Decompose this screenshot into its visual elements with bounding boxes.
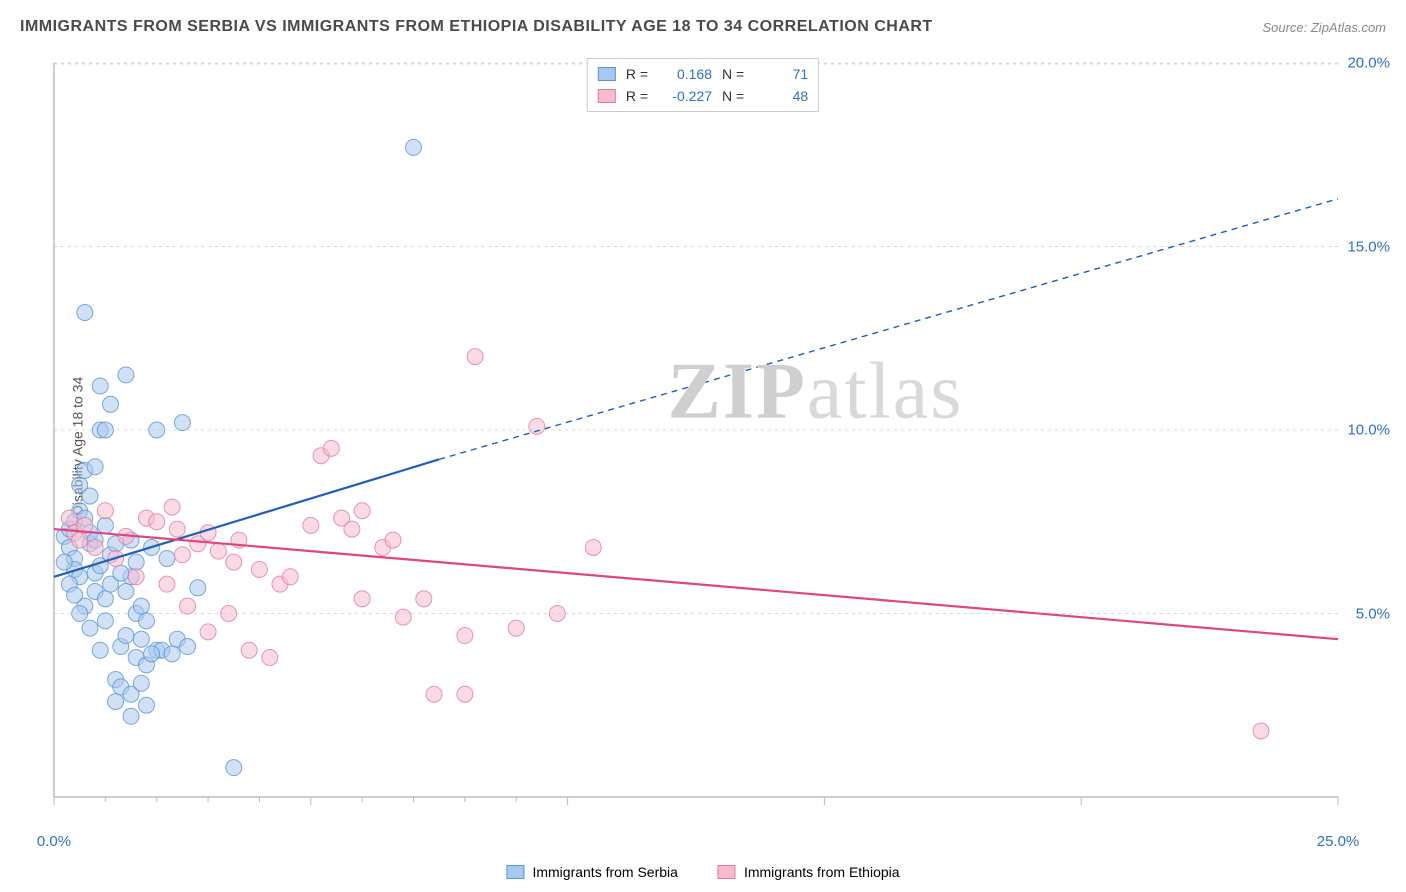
- swatch-ethiopia: [598, 89, 616, 103]
- stats-row-serbia: R = 0.168 N = 71: [598, 63, 808, 85]
- legend-label-serbia: Immigrants from Serbia: [532, 864, 677, 880]
- legend-item-serbia: Immigrants from Serbia: [506, 864, 677, 880]
- stats-row-ethiopia: R = -0.227 N = 48: [598, 85, 808, 107]
- y-tick-label: 10.0%: [1347, 422, 1390, 439]
- swatch-serbia-icon: [506, 865, 524, 879]
- stats-legend: R = 0.168 N = 71 R = -0.227 N = 48: [587, 58, 819, 112]
- n-value-serbia: 71: [754, 63, 808, 85]
- n-value-ethiopia: 48: [754, 85, 808, 107]
- x-tick-label: 0.0%: [37, 833, 71, 850]
- swatch-serbia: [598, 67, 616, 81]
- y-tick-label: 20.0%: [1347, 55, 1390, 72]
- legend-label-ethiopia: Immigrants from Ethiopia: [744, 864, 900, 880]
- x-tick-label: 25.0%: [1317, 833, 1360, 850]
- series-legend: Immigrants from Serbia Immigrants from E…: [506, 864, 899, 880]
- scatter-chart: [48, 55, 1388, 825]
- r-value-serbia: 0.168: [658, 63, 712, 85]
- chart-title: IMMIGRANTS FROM SERBIA VS IMMIGRANTS FRO…: [20, 18, 933, 36]
- r-value-ethiopia: -0.227: [658, 85, 712, 107]
- y-tick-label: 5.0%: [1356, 605, 1390, 622]
- legend-item-ethiopia: Immigrants from Ethiopia: [718, 864, 900, 880]
- y-tick-label: 15.0%: [1347, 238, 1390, 255]
- swatch-ethiopia-icon: [718, 865, 736, 879]
- source-label: Source: ZipAtlas.com: [1262, 20, 1386, 35]
- plot-area: [48, 55, 1388, 825]
